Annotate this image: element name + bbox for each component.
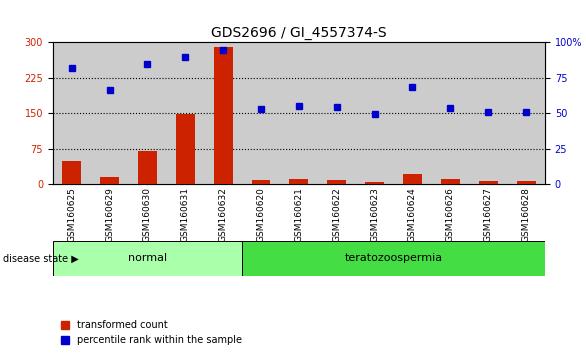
Bar xyxy=(365,182,384,184)
Bar xyxy=(53,42,91,184)
Bar xyxy=(62,161,81,184)
Bar xyxy=(289,179,308,184)
Bar xyxy=(469,42,507,184)
Bar xyxy=(394,42,431,184)
Bar xyxy=(403,174,422,184)
Text: disease state ▶: disease state ▶ xyxy=(3,253,79,263)
Title: GDS2696 / GI_4557374-S: GDS2696 / GI_4557374-S xyxy=(211,26,387,40)
Bar xyxy=(318,42,356,184)
Bar xyxy=(100,177,119,184)
Bar xyxy=(280,42,318,184)
Bar xyxy=(204,42,242,184)
Bar xyxy=(166,42,204,184)
Bar xyxy=(327,180,346,184)
Bar xyxy=(507,42,545,184)
Bar xyxy=(431,42,469,184)
Bar xyxy=(138,151,157,184)
Bar xyxy=(441,179,460,184)
Bar xyxy=(214,47,233,184)
Text: teratozoospermia: teratozoospermia xyxy=(345,253,442,263)
Bar xyxy=(242,241,545,276)
Bar xyxy=(517,181,536,184)
Bar xyxy=(251,180,271,184)
Bar xyxy=(356,42,394,184)
Bar xyxy=(128,42,166,184)
Bar xyxy=(479,181,498,184)
Bar xyxy=(176,114,195,184)
Bar xyxy=(242,42,280,184)
Text: normal: normal xyxy=(128,253,167,263)
Bar xyxy=(91,42,128,184)
Bar xyxy=(53,241,242,276)
Legend: transformed count, percentile rank within the sample: transformed count, percentile rank withi… xyxy=(57,316,246,349)
